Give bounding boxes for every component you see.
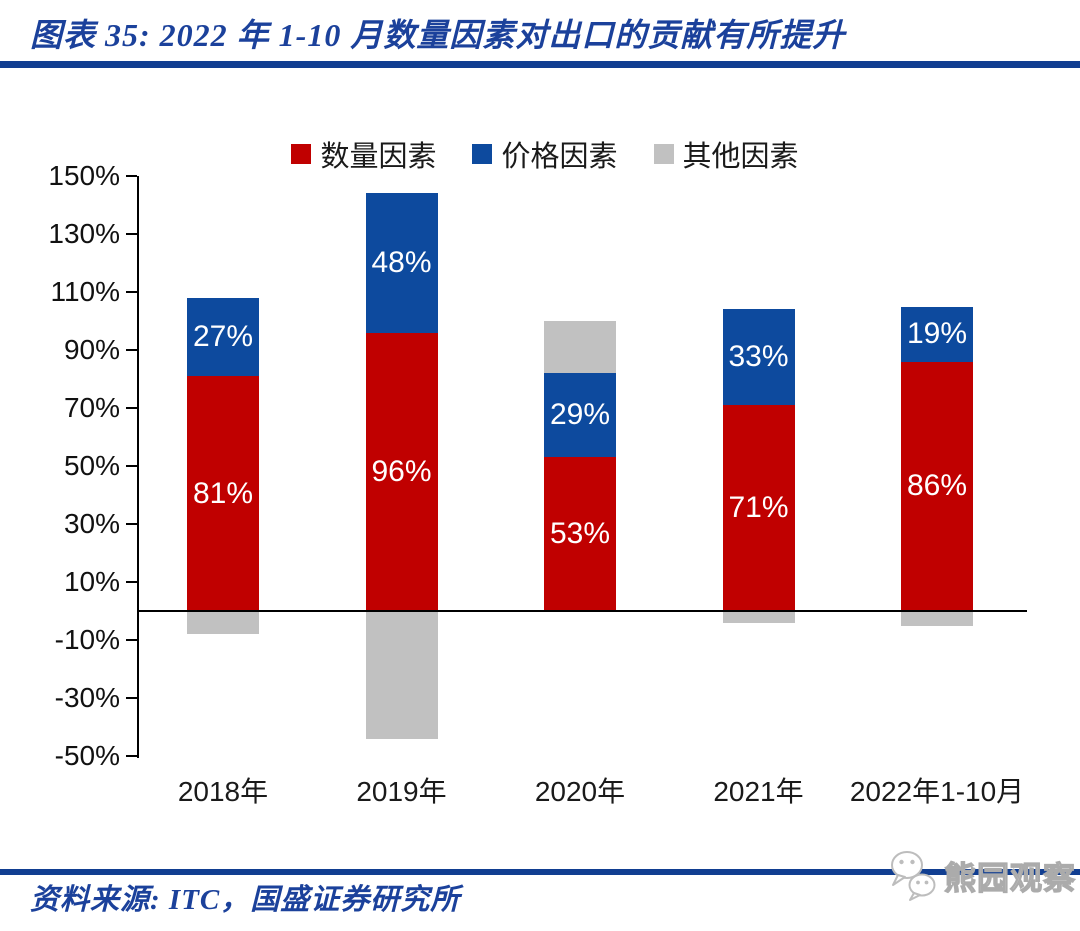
bar-value-label: 19% xyxy=(906,317,968,351)
y-axis-tick-label: 70% xyxy=(63,392,120,423)
figure-title: 图表 35: 2022 年 1-10 月数量因素对出口的贡献有所提升 xyxy=(30,17,846,53)
bar-segment-price xyxy=(544,373,616,458)
x-axis-label: 2020年 xyxy=(534,776,626,807)
bar-value-label: 53% xyxy=(549,517,611,551)
y-axis-tick-label: 90% xyxy=(63,334,120,365)
bar-segment-quantity xyxy=(365,332,438,611)
y-axis-tick xyxy=(126,465,137,467)
title-divider-rule xyxy=(0,61,1080,68)
x-axis-label: 2022年1-10月 xyxy=(849,776,1025,807)
y-axis-tick-label: 30% xyxy=(63,508,120,539)
y-axis-tick-label: 150% xyxy=(48,160,120,191)
plot-area: 81% 27% 2018年 96% 48% 2019年 53% 29% 2020年 71% 33% 2… xyxy=(126,175,1027,807)
bar-segment-other xyxy=(544,321,616,374)
bar-segment-quantity xyxy=(544,457,616,611)
y-axis-tick xyxy=(126,349,137,351)
wechat-icon xyxy=(891,851,936,901)
footer-divider-rule xyxy=(0,869,1080,875)
y-axis-tick-label: 50% xyxy=(63,450,120,481)
y-axis-tick-label: 10% xyxy=(63,566,120,597)
legend-label: 其他因素 xyxy=(682,141,799,173)
bar-value-label: 29% xyxy=(549,398,611,432)
legend-item: 价格因素 xyxy=(472,133,618,175)
y-axis-tick xyxy=(126,523,137,525)
x-axis-label: 2019年 xyxy=(356,776,447,807)
bar-segment-other xyxy=(901,611,973,626)
bar-value-label: 27% xyxy=(192,319,254,353)
bar-segment-price xyxy=(187,297,259,377)
y-axis-tick-label: -50% xyxy=(54,740,120,771)
watermark: 熊园观察 xyxy=(884,848,1076,904)
y-axis-tick xyxy=(126,755,137,757)
y-axis-tick xyxy=(126,581,137,583)
bar-value-label: 86% xyxy=(906,469,968,503)
y-axis-tick xyxy=(126,697,137,699)
bar-value-label: 48% xyxy=(371,246,432,279)
y-axis-tick xyxy=(126,175,137,177)
bar-segment-quantity xyxy=(187,376,259,611)
y-axis-tick-label: -10% xyxy=(54,624,120,655)
legend-label: 价格因素 xyxy=(501,141,618,173)
x-axis-label: 2018年 xyxy=(177,776,269,807)
source-note: 资料来源: ITC，国盛证券研究所 xyxy=(30,884,461,916)
watermark-text: 熊园观察 xyxy=(943,859,1077,896)
bar-segment-other xyxy=(722,611,795,623)
y-axis-tick xyxy=(126,233,137,235)
x-axis-label: 2021年 xyxy=(713,776,804,807)
y-axis-tick xyxy=(126,291,137,293)
bar-segment-price xyxy=(722,309,795,406)
legend-item: 数量因素 xyxy=(291,133,436,175)
bar-segment-price xyxy=(365,193,438,333)
bar-segment-quantity xyxy=(722,405,795,611)
chart-legend: 数量因素 价格因素 其他因素 xyxy=(100,137,990,173)
legend-label: 数量因素 xyxy=(320,141,437,173)
legend-item: 其他因素 xyxy=(653,133,799,175)
legend-swatch xyxy=(653,144,674,164)
y-axis-tick-label: 130% xyxy=(48,218,120,249)
y-axis-tick xyxy=(126,639,137,641)
y-axis-tick-label: 110% xyxy=(50,276,120,307)
bar-value-label: 71% xyxy=(728,491,789,525)
bar-segment-price xyxy=(901,306,973,362)
bar-segment-other xyxy=(365,611,438,739)
bar-value-label: 96% xyxy=(371,454,432,488)
zero-axis-line xyxy=(137,610,1027,612)
bar-value-label: 81% xyxy=(192,476,254,510)
y-axis-tick-label: -30% xyxy=(54,682,120,713)
y-axis-tick xyxy=(126,407,137,409)
y-axis-line xyxy=(137,176,139,758)
legend-swatch xyxy=(291,144,312,164)
bar-segment-quantity xyxy=(901,361,973,611)
bar-value-label: 33% xyxy=(728,340,789,374)
legend-swatch xyxy=(472,144,493,164)
bar-segment-other xyxy=(187,611,259,635)
